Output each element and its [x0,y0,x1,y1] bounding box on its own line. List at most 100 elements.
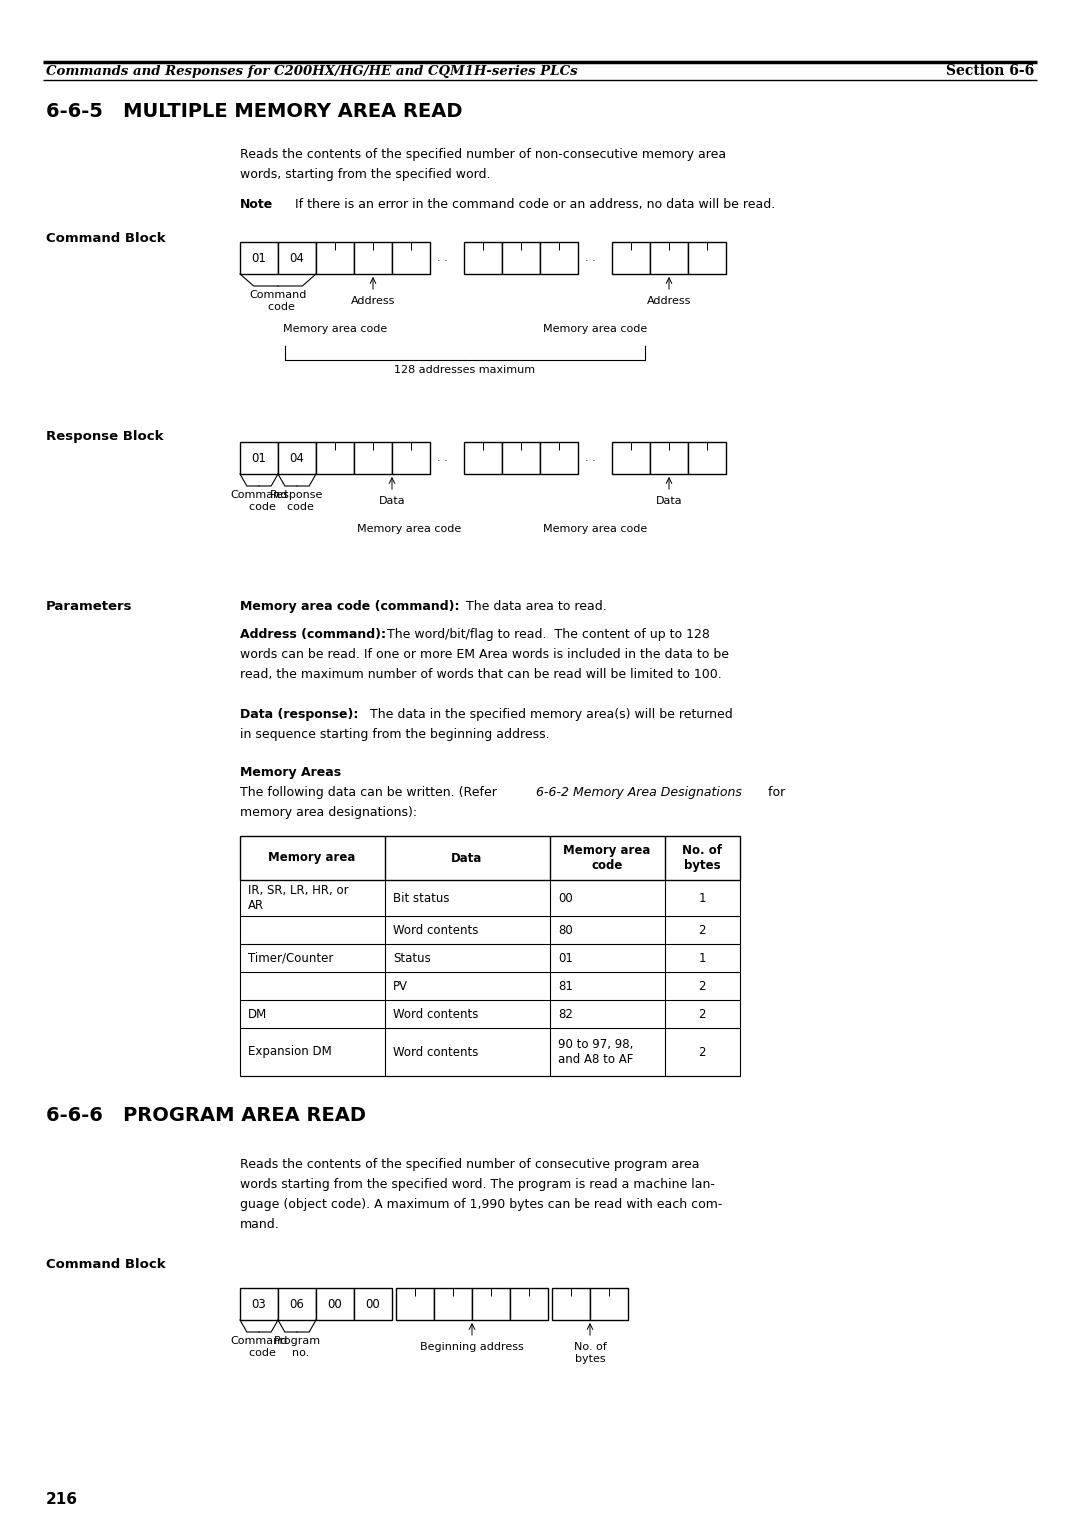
Text: 6-6-6   PROGRAM AREA READ: 6-6-6 PROGRAM AREA READ [46,1106,366,1125]
Bar [434,1288,472,1320]
Text: Data: Data [656,497,683,506]
Bar [316,442,354,474]
Text: mand.: mand. [240,1218,280,1232]
Text: 06: 06 [289,1297,305,1311]
Text: Bit status: Bit status [393,891,449,905]
Text: Note: Note [240,199,273,211]
Bar [502,442,540,474]
Bar [392,442,430,474]
Text: words starting from the specified word. The program is read a machine lan-: words starting from the specified word. … [240,1178,715,1190]
Text: Data (response):: Data (response): [240,707,359,721]
Text: 6-6-5   MULTIPLE MEMORY AREA READ: 6-6-5 MULTIPLE MEMORY AREA READ [46,102,462,121]
Text: 2: 2 [699,1045,705,1059]
Text: 00: 00 [558,891,572,905]
Text: 81: 81 [558,979,572,993]
Bar [510,1288,548,1320]
Text: 04: 04 [289,451,305,465]
Text: Commands and Responses for C200HX/HG/HE and CQM1H-series PLCs: Commands and Responses for C200HX/HG/HE … [46,64,578,78]
Bar [354,442,392,474]
Text: Memory area: Memory area [268,851,355,865]
Text: Parameters: Parameters [46,601,133,613]
Text: 2: 2 [699,979,705,993]
Text: 82: 82 [558,1007,572,1021]
Text: 1: 1 [699,891,705,905]
Text: DM: DM [248,1007,267,1021]
Text: Section 6-6: Section 6-6 [946,64,1034,78]
Bar [354,241,392,274]
Bar [590,1288,627,1320]
Text: Expansion DM: Expansion DM [248,1045,332,1059]
Text: Command
  code: Command code [230,1335,287,1357]
Bar [464,241,502,274]
Text: The word/bit/flag to read.  The content of up to 128: The word/bit/flag to read. The content o… [383,628,710,642]
Text: . .: . . [436,452,447,463]
Text: Memory area code: Memory area code [543,324,647,335]
Bar [688,241,726,274]
Text: Reads the contents of the specified number of non-consecutive memory area: Reads the contents of the specified numb… [240,148,726,160]
Text: Address: Address [351,296,395,306]
Text: memory area designations):: memory area designations): [240,805,417,819]
Bar [278,442,316,474]
Text: 03: 03 [252,1297,267,1311]
Text: 00: 00 [366,1297,380,1311]
Text: The data in the specified memory area(s) will be returned: The data in the specified memory area(s)… [366,707,732,721]
Text: Timer/Counter: Timer/Counter [248,952,334,964]
Text: Word contents: Word contents [393,1045,478,1059]
Bar [552,1288,590,1320]
Text: IR, SR, LR, HR, or
AR: IR, SR, LR, HR, or AR [248,885,349,912]
Text: . .: . . [436,254,447,263]
Bar [354,1288,392,1320]
Bar [688,442,726,474]
Text: Command
  code: Command code [249,290,307,312]
Text: Command
  code: Command code [230,490,287,512]
Text: 01: 01 [252,451,267,465]
Text: 80: 80 [558,923,572,937]
Text: If there is an error in the command code or an address, no data will be read.: If there is an error in the command code… [295,199,775,211]
Bar [396,1288,434,1320]
Text: Word contents: Word contents [393,1007,478,1021]
Text: Memory area code: Memory area code [283,324,387,335]
Bar [472,1288,510,1320]
Text: No. of
bytes: No. of bytes [573,1342,606,1363]
Text: for: for [764,785,785,799]
Bar [316,241,354,274]
Text: Response Block: Response Block [46,429,163,443]
Bar [612,241,650,274]
Text: 1: 1 [699,952,705,964]
Text: guage (object code). A maximum of 1,990 bytes can be read with each com-: guage (object code). A maximum of 1,990 … [240,1198,723,1212]
Bar [502,241,540,274]
Text: Beginning address: Beginning address [420,1342,524,1352]
Text: words can be read. If one or more EM Area words is included in the data to be: words can be read. If one or more EM Are… [240,648,729,662]
Text: 04: 04 [289,252,305,264]
Text: 2: 2 [699,923,705,937]
Bar [240,836,740,880]
Text: Data: Data [379,497,405,506]
Text: words, starting from the specified word.: words, starting from the specified word. [240,168,490,180]
Text: PV: PV [393,979,408,993]
Bar [540,442,578,474]
Bar [540,241,578,274]
Text: in sequence starting from the beginning address.: in sequence starting from the beginning … [240,727,550,741]
Text: Reads the contents of the specified number of consecutive program area: Reads the contents of the specified numb… [240,1158,700,1170]
Text: 01: 01 [558,952,572,964]
Text: 6-6-2 Memory Area Designations: 6-6-2 Memory Area Designations [536,785,742,799]
Text: 00: 00 [327,1297,342,1311]
Text: 216: 216 [46,1491,78,1507]
Text: Memory area code (command):: Memory area code (command): [240,601,459,613]
Bar [278,241,316,274]
Text: read, the maximum number of words that can be read will be limited to 100.: read, the maximum number of words that c… [240,668,721,681]
Text: Status: Status [393,952,431,964]
Bar [316,1288,354,1320]
Bar [650,241,688,274]
Bar [464,442,502,474]
Text: 90 to 97, 98,
and A8 to AF: 90 to 97, 98, and A8 to AF [558,1038,633,1067]
Text: The data area to read.: The data area to read. [462,601,607,613]
Text: Memory Areas: Memory Areas [240,766,341,779]
Text: Memory area code: Memory area code [543,524,647,533]
Text: . .: . . [584,254,595,263]
Text: Response
  code: Response code [270,490,324,512]
Bar [612,442,650,474]
Text: No. of
bytes: No. of bytes [681,843,723,872]
Bar [278,1288,316,1320]
Bar [240,1288,278,1320]
